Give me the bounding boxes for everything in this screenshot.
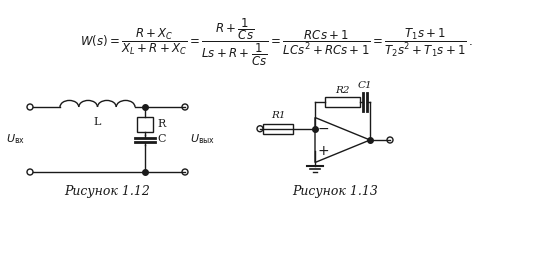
Text: C: C [157, 134, 165, 145]
Text: R: R [157, 119, 165, 129]
Text: Рисунок 1.13: Рисунок 1.13 [292, 185, 378, 199]
Text: $W(s) = \dfrac{R + X_C}{X_L + R + X_C} = \dfrac{R + \dfrac{1}{Cs}}{Ls + R + \dfr: $W(s) = \dfrac{R + X_C}{X_L + R + X_C} =… [80, 17, 472, 68]
Text: +: + [317, 144, 329, 158]
Text: L: L [94, 117, 101, 127]
Text: −: − [317, 122, 329, 136]
Bar [137, 117, 153, 132]
Text: Рисунок 1.12: Рисунок 1.12 [65, 185, 150, 199]
Bar [263, 124, 293, 134]
Text: $U_{\rm вых}$: $U_{\rm вых}$ [190, 133, 215, 146]
Text: C1: C1 [358, 81, 372, 90]
Bar [325, 97, 360, 107]
Text: R1: R1 [271, 111, 285, 120]
Text: R2: R2 [335, 86, 349, 95]
Text: $U_{\rm вх}$: $U_{\rm вх}$ [6, 133, 25, 146]
